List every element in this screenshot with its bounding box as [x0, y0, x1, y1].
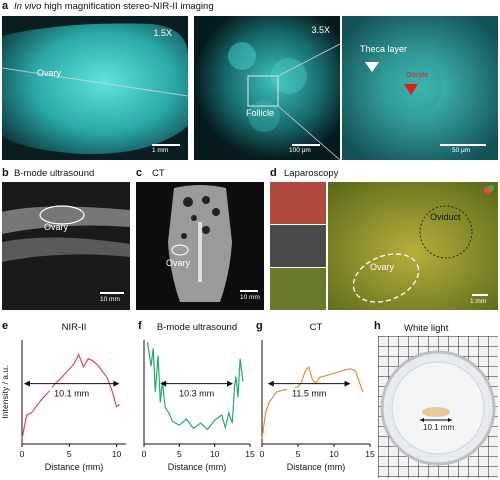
- panel-h-title: White light: [404, 323, 449, 334]
- measure-arrow-right-icon: [227, 380, 234, 387]
- laparoscopy-thumb-3: [270, 268, 326, 310]
- laparoscopy-thumb-2: [270, 225, 326, 267]
- panel-a-title-rest: high magnification stereo-NIR-II imaging: [41, 1, 214, 12]
- chart-title: NIR-II: [62, 322, 87, 333]
- scale-bar: [440, 144, 486, 146]
- measure-label-bg: [287, 387, 332, 399]
- ct-graphic: [168, 185, 232, 302]
- ultrasound-image: Ovary 10 mm: [2, 182, 130, 310]
- ovary-label-c: Ovary: [166, 258, 191, 268]
- x-tick-label: 15: [365, 449, 375, 459]
- chart-f-ultrasound: B-mode ultrasound 0 5 10 15 Distance (mm) 10.3…: [142, 322, 255, 472]
- panel-a-title: In vivo high magnification stereo-NIR-II…: [14, 1, 214, 12]
- scale-text: 10 mm: [240, 294, 260, 301]
- series-line: [261, 365, 364, 439]
- measure-label: 10.3 mm: [179, 389, 214, 399]
- panel-g-letter: g: [256, 320, 263, 332]
- laparoscopy-main-image: Oviduct Ovary 1 mm: [328, 182, 498, 310]
- chart-e-nir-ii: NIR-II 0 5 10 Distance (mm) Intensity / a.u. 1…: [0, 322, 126, 472]
- panel-d-letter: d: [270, 167, 277, 179]
- follicle-label: Follicle: [246, 108, 275, 118]
- ovary-nir-image-1-5x: 1.5X Ovary 1 mm: [2, 16, 188, 160]
- panel-f-letter: f: [138, 320, 142, 332]
- ultrasound-graphic: [2, 182, 130, 310]
- chart-g-ct: CT 0 5 10 15 Distance (mm) 11.5 mm: [260, 322, 375, 472]
- scale-bar: [292, 144, 320, 146]
- theca-layer-label: Theca layer: [360, 44, 408, 54]
- ovary-label-a: Ovary: [37, 68, 62, 78]
- panel-d-title: Laparoscopy: [284, 168, 339, 179]
- panel-a-title-italic: In vivo: [14, 1, 42, 12]
- scale-text: 1 mm: [152, 147, 169, 154]
- chart-title: B-mode ultrasound: [157, 322, 237, 333]
- ct-image: Ovary 10 mm: [136, 182, 264, 310]
- x-axis-label: Distance (mm): [45, 462, 104, 472]
- measure-label-bg: [174, 387, 219, 399]
- scale-bar: [240, 290, 258, 292]
- measure-arrow-right-icon: [113, 380, 120, 387]
- panel-h-letter: h: [374, 320, 381, 332]
- oocyte-label: Oocyte: [406, 72, 429, 79]
- x-tick-label: 0: [260, 449, 265, 459]
- zoom-label-1-5x: 1.5X: [153, 28, 172, 38]
- follicle-nir-image-3-5x: 3.5X Follicle 100 μm: [194, 16, 340, 160]
- measure-label-h: 10.1 mm: [422, 423, 456, 432]
- measure-label-bg: [49, 387, 94, 399]
- laparoscopy-thumb-1: [270, 182, 326, 224]
- x-tick-label: 10: [210, 449, 220, 459]
- measure-arrow-left-icon: [267, 380, 274, 387]
- ovary-nir-graphic: [2, 23, 188, 155]
- oocyte-arrow-icon: [404, 84, 418, 95]
- panel-c-title: CT: [152, 168, 165, 179]
- x-tick-label: 0: [142, 449, 147, 459]
- x-tick-label: 10: [112, 449, 122, 459]
- ovary-label-d: Ovary: [370, 262, 395, 272]
- theca-nir-graphic: [342, 16, 498, 160]
- x-tick-label: 5: [177, 449, 182, 459]
- scale-text: 100 μm: [289, 147, 311, 154]
- x-axis-label: Distance (mm): [287, 462, 346, 472]
- x-tick-label: 15: [245, 449, 255, 459]
- theca-arrow-icon: [365, 62, 379, 72]
- measure-label: 10.1 mm: [54, 389, 89, 399]
- x-tick-label: 0: [20, 449, 25, 459]
- panel-a-letter: a: [2, 0, 9, 12]
- zoom-label-3-5x: 3.5X: [311, 25, 330, 35]
- panel-b-letter: b: [2, 167, 9, 179]
- oviduct-label: Oviduct: [430, 212, 461, 222]
- theca-nir-image: Theca layer Oocyte 50 μm: [342, 16, 498, 160]
- series-line: [146, 342, 244, 431]
- scale-bar: [152, 144, 180, 146]
- x-axis-label: Distance (mm): [168, 462, 227, 472]
- scale-bar: [100, 292, 124, 294]
- x-tick-label: 5: [67, 449, 72, 459]
- white-light-graphic: [378, 336, 498, 478]
- scale-text: 1 mm: [470, 298, 487, 305]
- laparoscopy-graphic: [328, 182, 498, 310]
- measure-arrow-left-icon: [160, 380, 167, 387]
- white-light-image: 10.1 mm: [378, 336, 498, 478]
- x-tick-label: 10: [329, 449, 339, 459]
- follicle-nir-graphic: [194, 16, 340, 160]
- series-line: [21, 353, 120, 439]
- scale-text: 10 mm: [100, 296, 120, 303]
- scale-text: 50 μm: [452, 147, 471, 154]
- measure-arrow-right-icon: [344, 380, 351, 387]
- scale-bar: [472, 294, 488, 296]
- measure-label: 11.5 mm: [292, 389, 326, 399]
- panel-b-title: B-mode ultrasound: [14, 168, 95, 179]
- measure-arrow-left-icon: [23, 380, 30, 387]
- panel-c-letter: c: [136, 167, 143, 179]
- panel-e-letter: e: [2, 320, 9, 332]
- y-axis-label: Intensity / a.u.: [0, 366, 10, 419]
- chart-title: CT: [310, 322, 323, 333]
- ovary-label-b: Ovary: [44, 222, 69, 232]
- x-tick-label: 5: [296, 449, 301, 459]
